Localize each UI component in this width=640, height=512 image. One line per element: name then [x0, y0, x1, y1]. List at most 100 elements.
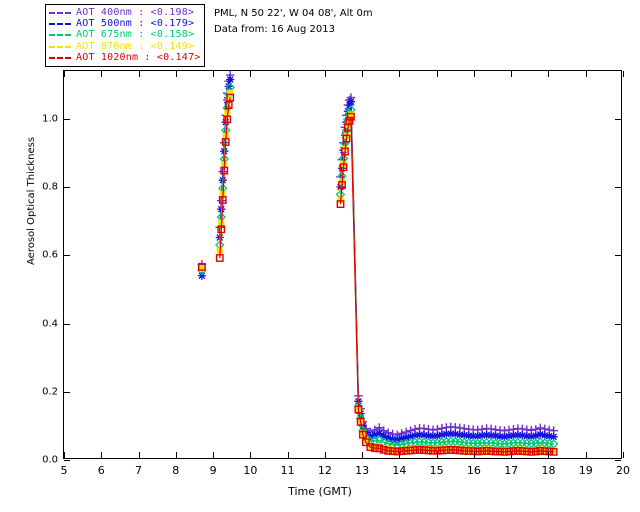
legend-item-label: AOT 1020nm : <0.147>: [76, 52, 201, 64]
y-tick-right: [615, 118, 621, 120]
y-tick-label: 1.0: [42, 113, 58, 125]
data-point: [486, 431, 496, 440]
data-point: [455, 446, 464, 455]
data-point: [361, 438, 370, 447]
data-point: [406, 432, 415, 441]
x-tick-bottom: [436, 452, 438, 458]
data-point: [397, 434, 406, 443]
x-tick-label: 19: [578, 464, 593, 477]
series-aot-400nm: [197, 71, 558, 440]
data-point: [218, 196, 227, 204]
x-tick-bottom: [623, 452, 624, 458]
data-point: [397, 447, 406, 456]
data-point: [341, 147, 349, 156]
series-line: [339, 101, 554, 441]
x-tick-bottom: [213, 452, 215, 458]
plot-clip-region: [64, 71, 621, 458]
data-point: [379, 445, 388, 454]
series-line: [219, 97, 231, 259]
x-tick-top: [324, 71, 326, 77]
data-point: [410, 431, 420, 440]
data-point: [504, 432, 514, 441]
data-point: [518, 447, 527, 456]
data-point: [197, 271, 206, 280]
x-tick-bottom: [585, 452, 587, 458]
data-point: [411, 446, 419, 455]
data-point: [469, 432, 478, 441]
data-point: [500, 432, 509, 441]
x-tick-top: [585, 71, 587, 77]
legend-item-400nm: AOT 400nm : <0.198>: [49, 7, 200, 18]
x-tick-label: 20: [616, 464, 630, 477]
legend-dash-icon: [49, 45, 71, 48]
data-point: [513, 430, 523, 440]
data-point: [446, 445, 455, 454]
data-point: [482, 446, 491, 455]
data-point: [437, 446, 446, 455]
x-tick-label: 16: [466, 464, 481, 477]
y-tick-label: 0.6: [42, 249, 58, 261]
legend-dash-icon: [49, 23, 71, 26]
y-tick-right: [615, 255, 621, 257]
y-axis-title: Aerosol Optical Thickness: [26, 136, 37, 265]
data-point: [415, 445, 424, 454]
x-tick-bottom: [287, 452, 289, 458]
x-tick-top: [213, 71, 215, 77]
data-point: [226, 75, 235, 84]
x-tick-top: [138, 71, 140, 77]
data-point: [540, 431, 549, 440]
data-point: [393, 447, 402, 456]
data-point: [451, 429, 460, 439]
x-tick-label: 17: [504, 464, 519, 477]
data-point: [509, 447, 518, 456]
legend: AOT 400nm : <0.198> AOT 500nm : <0.179> AO…: [45, 4, 206, 67]
data-point: [221, 138, 230, 146]
data-point: [455, 430, 464, 439]
data-point: [442, 446, 451, 455]
data-point: [227, 89, 234, 96]
x-tick-top: [287, 71, 289, 77]
y-tick-left: [64, 118, 70, 120]
x-tick-top: [399, 71, 401, 77]
legend-item-675nm: AOT 675nm : <0.158>: [49, 30, 200, 41]
data-point: [446, 429, 455, 438]
data-point: [536, 446, 545, 455]
legend-item-label: AOT 400nm : <0.198>: [76, 6, 195, 18]
y-tick-right: [615, 391, 621, 393]
data-point: [388, 447, 397, 456]
legend-item-1020nm: AOT 1020nm : <0.147>: [49, 53, 200, 64]
x-tick-label: 10: [243, 464, 258, 477]
legend-item-label: AOT 500nm : <0.179>: [76, 18, 195, 30]
data-point: [491, 431, 500, 440]
data-point: [402, 446, 411, 455]
data-point: [354, 405, 363, 414]
data-point: [345, 101, 354, 110]
data-point: [356, 409, 365, 418]
data-point: [402, 433, 411, 442]
data-point: [473, 447, 482, 456]
series-aot-870nm: [198, 89, 557, 454]
data-point: [356, 417, 365, 426]
legend-dash-icon: [49, 57, 71, 60]
x-tick-bottom: [362, 452, 364, 458]
x-tick-bottom: [175, 452, 177, 458]
data-point: [370, 444, 379, 452]
data-point: [527, 432, 536, 441]
x-tick-label: 13: [355, 464, 370, 477]
data-point: [495, 432, 505, 441]
x-tick-top: [623, 71, 624, 77]
x-tick-label: 7: [135, 464, 143, 477]
legend-item-500nm: AOT 500nm : <0.179>: [49, 18, 200, 29]
data-point: [224, 82, 233, 91]
data-point: [441, 436, 452, 447]
x-tick-label: 8: [172, 464, 180, 477]
data-point: [460, 430, 469, 440]
data-point: [429, 446, 437, 455]
series-aot-675nm: [197, 82, 559, 450]
header-text-block: PML, N 50 22', W 04 08', Alt 0m Data fro…: [214, 6, 373, 38]
legend-item-label: AOT 675nm : <0.158>: [76, 29, 195, 41]
y-tick-right: [615, 460, 621, 461]
data-point: [496, 447, 504, 456]
y-tick-left: [64, 391, 70, 393]
